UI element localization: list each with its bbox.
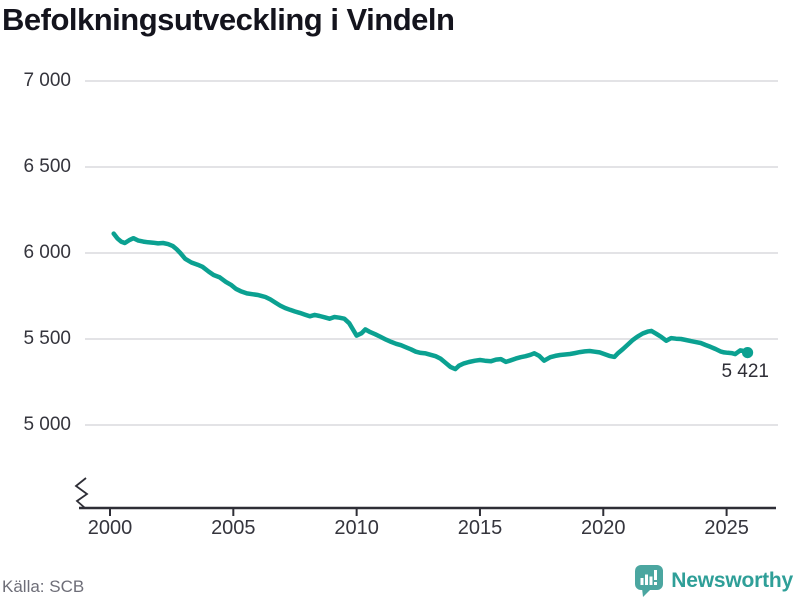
x-tick-label-2000: 2000: [87, 517, 133, 539]
x-tick-label-2005: 2005: [211, 517, 256, 539]
y-tick-label-6500: 6 500: [23, 156, 71, 177]
y-tick-label-5000: 5 000: [23, 414, 71, 435]
axis-break-icon: [74, 477, 89, 509]
series-end-dot: [741, 346, 754, 359]
population-series-line: [111, 231, 750, 372]
x-tick-label-2025: 2025: [704, 517, 749, 539]
last-value-label: 5 421: [721, 361, 769, 382]
x-tick-label-2015: 2015: [457, 517, 503, 539]
y-tick-label-6000: 6 000: [23, 242, 71, 263]
x-tick-label-2020: 2020: [581, 517, 626, 539]
x-tick-label-2010: 2010: [334, 517, 379, 539]
newsworthy-bubble-chart-icon: [635, 565, 664, 597]
y-tick-label-5500: 5 500: [23, 328, 71, 349]
y-tick-label-7000: 7 000: [23, 70, 71, 91]
newsworthy-logo: Newsworthy: [634, 564, 793, 598]
newsworthy-wordmark: Newsworthy: [671, 569, 793, 592]
page-title: Befolkningsutveckling i Vindeln: [2, 2, 455, 37]
source-credit: Källa: SCB: [2, 577, 85, 596]
